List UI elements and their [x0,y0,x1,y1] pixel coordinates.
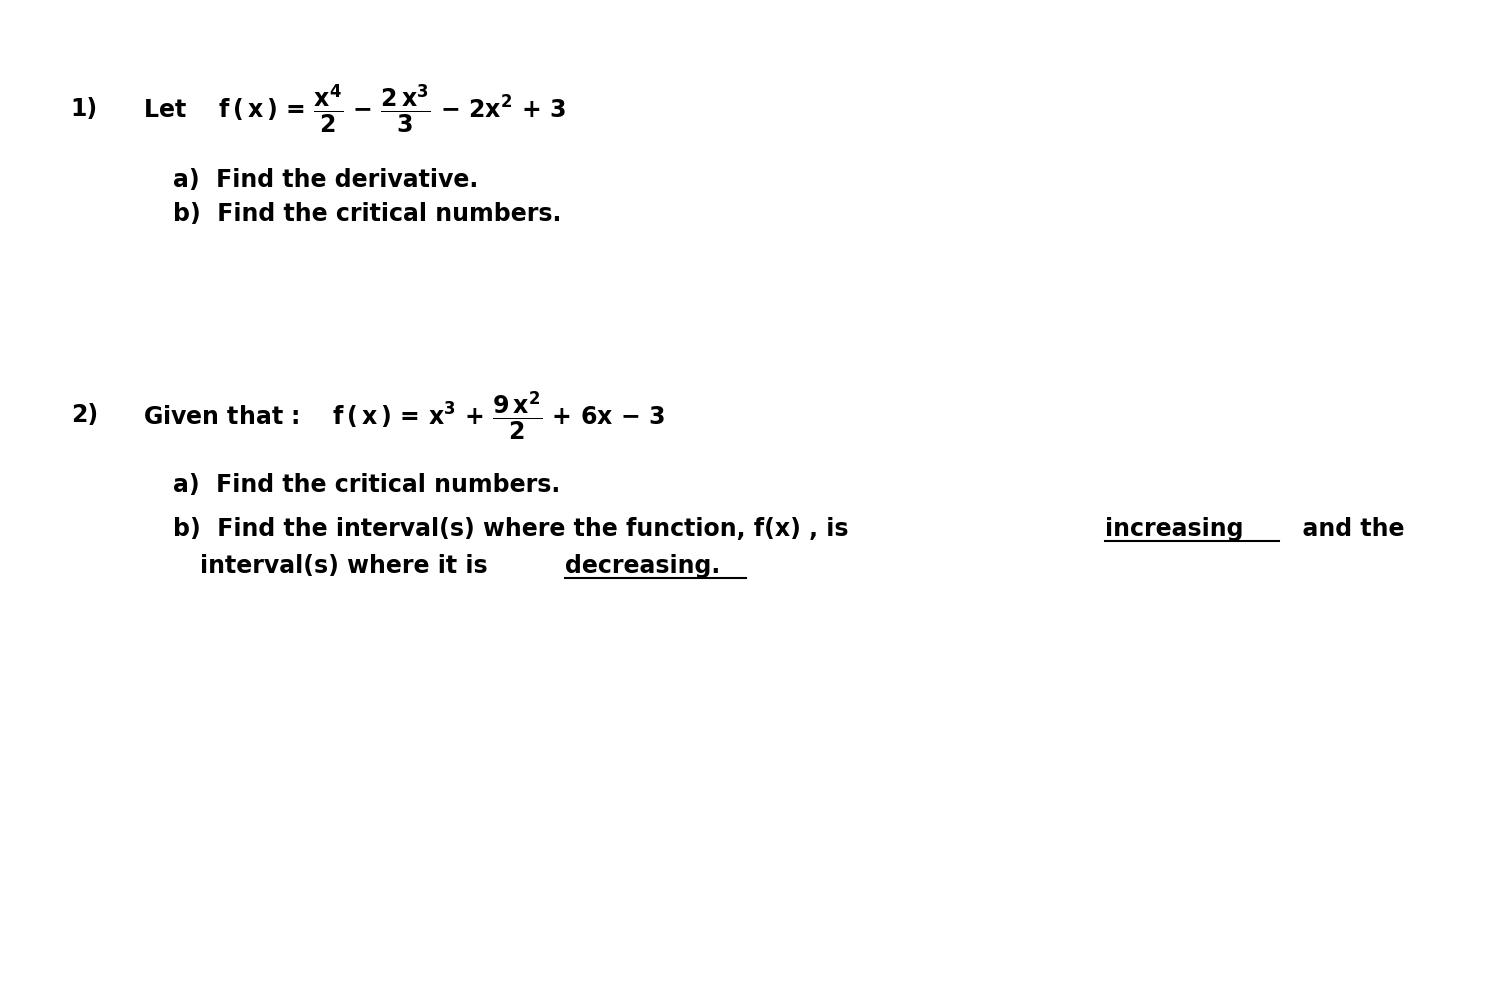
Text: decreasing.: decreasing. [565,554,721,578]
Text: a)  Find the derivative.: a) Find the derivative. [174,168,478,192]
Text: 2): 2) [70,403,97,427]
Text: Let    $\mathbf{f\,(\,x\,)\,=\,\dfrac{x^4}{2}\,-\,\dfrac{2\,x^3}{3}\,-\,2x^2\,+\: Let $\mathbf{f\,(\,x\,)\,=\,\dfrac{x^4}{… [144,83,566,135]
Text: interval(s) where it is: interval(s) where it is [199,554,487,578]
Text: Given that :    $\mathbf{f\,(\,x\,)\,=\,x^3\,+\,\dfrac{9\,x^2}{2}\,+\,6x\,-\,3}$: Given that : $\mathbf{f\,(\,x\,)\,=\,x^3… [144,388,665,442]
Text: 1): 1) [70,97,97,121]
Text: and the: and the [1287,517,1405,541]
Text: a)  Find the critical numbers.: a) Find the critical numbers. [174,473,560,497]
Text: increasing: increasing [1106,517,1243,541]
Text: b)  Find the interval(s) where the function, f(x) , is: b) Find the interval(s) where the functi… [174,517,849,541]
Text: b)  Find the critical numbers.: b) Find the critical numbers. [174,202,562,226]
